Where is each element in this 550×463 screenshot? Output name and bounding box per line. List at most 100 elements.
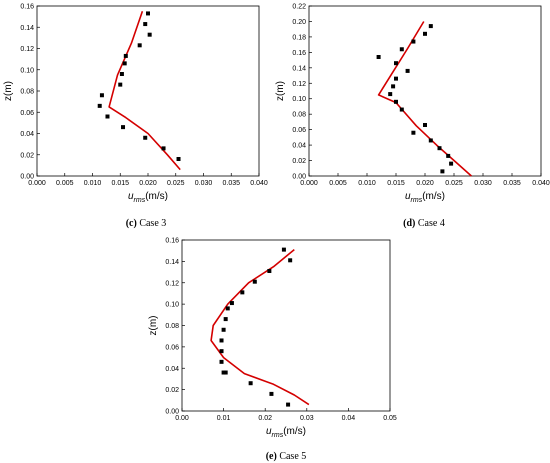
y-tick-label: 0.08 [165, 323, 179, 330]
y-tick-label: 0.22 [292, 4, 306, 11]
y-tick-label: 0.04 [20, 131, 34, 138]
data-point [269, 391, 274, 396]
panel-caption-text: Case 5 [277, 451, 306, 462]
x-tick-label: 0.035 [222, 180, 240, 187]
y-tick-label: 0.16 [165, 238, 179, 245]
data-point [161, 146, 166, 151]
x-tick-label: 0.05 [383, 415, 397, 422]
data-point [411, 39, 416, 44]
chart-panel: 0.000 0.005 0.010 0.015 0.020 0.025 0.030 0.035… [275, 4, 550, 230]
series-line [108, 11, 181, 171]
data-point [137, 43, 142, 48]
y-tick-label: 0.14 [292, 65, 306, 72]
x-tick-label: 0.005 [56, 180, 74, 187]
x-tick-label: 0.000 [28, 180, 46, 187]
data-point [248, 381, 253, 386]
x-axis-label: urms(m/s) [405, 191, 445, 204]
x-axis-label-unit: (m/s) [145, 191, 168, 202]
data-point [405, 68, 410, 73]
y-tick-label: 0.02 [165, 387, 179, 394]
data-point [428, 138, 433, 143]
panel-caption-letter: (e) [266, 451, 277, 462]
data-point [240, 290, 245, 295]
y-tick-label: 0.10 [20, 67, 34, 74]
panel-caption: (c) Case 3 [126, 218, 167, 229]
y-tick-label: 0.18 [292, 34, 306, 41]
y-tick-label: 0.12 [292, 81, 306, 88]
y-axis-label: z(m) [148, 316, 159, 336]
x-tick-label: 0.025 [445, 180, 463, 187]
y-tick-label: 0.04 [292, 143, 306, 150]
data-point [119, 72, 124, 76]
chart-panel: 0.00 0.01 0.02 0.03 0.04 0.05 0.00 0.02 0.04 0.06… [148, 238, 397, 463]
y-tick-label: 0.12 [20, 46, 34, 53]
y-axis-label: z(m) [275, 81, 286, 101]
data-point [223, 370, 228, 375]
x-tick-label: 0.040 [250, 180, 268, 187]
data-point [252, 279, 257, 284]
data-point [147, 32, 152, 37]
x-tick-label: 0.010 [358, 180, 376, 187]
x-tick-label: 0.020 [139, 180, 157, 187]
y-tick-label: 0.10 [292, 96, 306, 103]
x-tick-label: 0.030 [195, 180, 213, 187]
x-axis-label: urms(m/s) [128, 191, 168, 204]
y-tick-label: 0.06 [165, 344, 179, 351]
panel-caption-letter: (d) [403, 218, 415, 229]
x-tick-label: 0.04 [342, 415, 356, 422]
x-axis-label-main: u [405, 191, 411, 202]
x-axis-label-main: u [266, 426, 272, 437]
data-point [123, 53, 128, 58]
y-tick-label: 0.08 [20, 89, 34, 96]
data-point [399, 107, 404, 112]
x-tick-label: 0.01 [217, 415, 231, 422]
data-point [267, 268, 272, 273]
x-tick-label: 0.00 [175, 415, 189, 422]
x-tick-label: 0.040 [532, 180, 550, 187]
plot-frame [36, 5, 260, 177]
data-point [225, 306, 230, 311]
y-tick-label: 0.14 [165, 259, 179, 266]
x-tick-label: 0.015 [111, 180, 129, 187]
x-tick-label: 0.030 [474, 180, 492, 187]
data-point [281, 247, 286, 252]
data-point [223, 317, 228, 322]
panel-caption: (e) Case 5 [266, 451, 307, 462]
series-line [377, 21, 472, 177]
y-tick-label: 0.20 [292, 19, 306, 26]
x-axis-label-unit: (m/s) [283, 426, 306, 437]
y-axis-label: z(m) [3, 81, 14, 101]
y-tick-label: 0.02 [292, 158, 306, 165]
y-tick-label: 0.06 [20, 110, 34, 117]
y-tick-label: 0.12 [165, 280, 179, 287]
panel-caption-text: Case 3 [137, 218, 166, 229]
panel-caption: (d) Case 4 [403, 218, 445, 229]
y-tick-label: 0.16 [20, 4, 34, 11]
data-point [221, 327, 226, 332]
data-point [219, 359, 224, 364]
data-point [411, 130, 416, 135]
x-axis-label-subscript: rms [411, 197, 423, 204]
y-tick-label: 0.06 [292, 127, 306, 134]
x-tick-label: 0.035 [503, 180, 521, 187]
x-tick-label: 0.005 [329, 180, 347, 187]
data-point [219, 338, 224, 343]
data-point [423, 123, 427, 127]
x-tick-label: 0.020 [416, 180, 434, 187]
data-point [99, 93, 104, 98]
y-tick-label: 0.10 [165, 302, 179, 309]
data-point [449, 161, 454, 166]
data-point [288, 258, 293, 263]
data-point [146, 11, 150, 16]
series-line [210, 248, 310, 406]
y-tick-label: 0.08 [292, 112, 306, 119]
data-point [423, 31, 427, 36]
data-point [394, 61, 398, 66]
panel-caption-letter: (c) [126, 218, 137, 229]
y-tick-label: 0.14 [20, 25, 34, 32]
data-point [143, 22, 148, 27]
y-tick-label: 0.00 [292, 174, 306, 181]
y-tick-label: 0.04 [165, 366, 179, 373]
y-tick-label: 0.00 [165, 409, 179, 416]
